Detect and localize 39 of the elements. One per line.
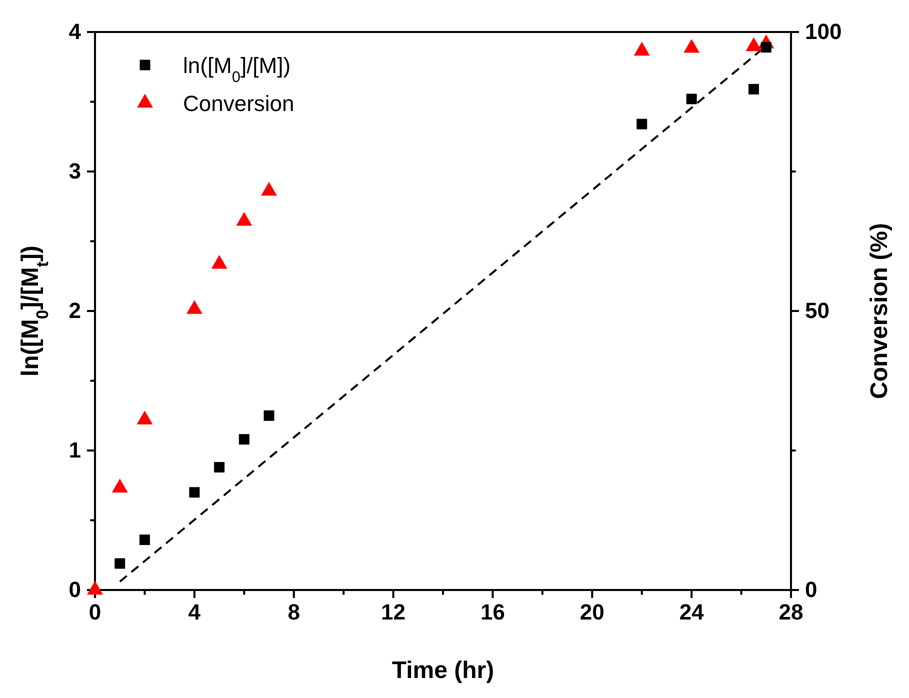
x-tick-label: 16 [480,600,505,625]
y-tick-label: 4 [68,19,82,44]
point [139,534,150,546]
point [760,42,772,53]
point [211,254,228,269]
legend-label: ln([M$_{0}$]/[M]) [183,53,291,86]
x-tick-label: 0 [88,600,102,625]
x-tick-label: 12 [381,600,406,625]
x-axis-title: Time (hr) [392,657,494,684]
x-tick-label: 4 [188,600,202,625]
point [236,212,252,226]
y2-axis-title: Conversion (%) [866,222,893,400]
point [634,42,650,56]
point [261,182,277,196]
point [746,37,762,52]
point [186,300,202,314]
x-tick-label: 8 [288,600,300,625]
point [136,410,153,424]
y2-tick-label: 0 [805,577,818,602]
point [686,94,697,104]
y2-tick-label: 100 [805,19,842,44]
point [748,84,759,94]
y-tick-label: 1 [68,438,81,463]
point [238,434,250,445]
point [214,462,225,472]
x-tick-label: 24 [679,600,705,625]
point [112,478,128,492]
point [684,38,700,53]
legend-label: Conversion [183,91,294,116]
point [189,487,200,498]
point [264,410,274,421]
y-tick-label: 0 [68,577,81,602]
y-tick-label: 3 [68,158,81,184]
point [114,558,126,569]
x-tick-label: 28 [778,600,804,625]
x-tick-label: 20 [580,600,604,625]
y2-tick-label: 50 [805,298,830,324]
y-tick-label: 2 [68,298,81,324]
point [636,118,648,130]
